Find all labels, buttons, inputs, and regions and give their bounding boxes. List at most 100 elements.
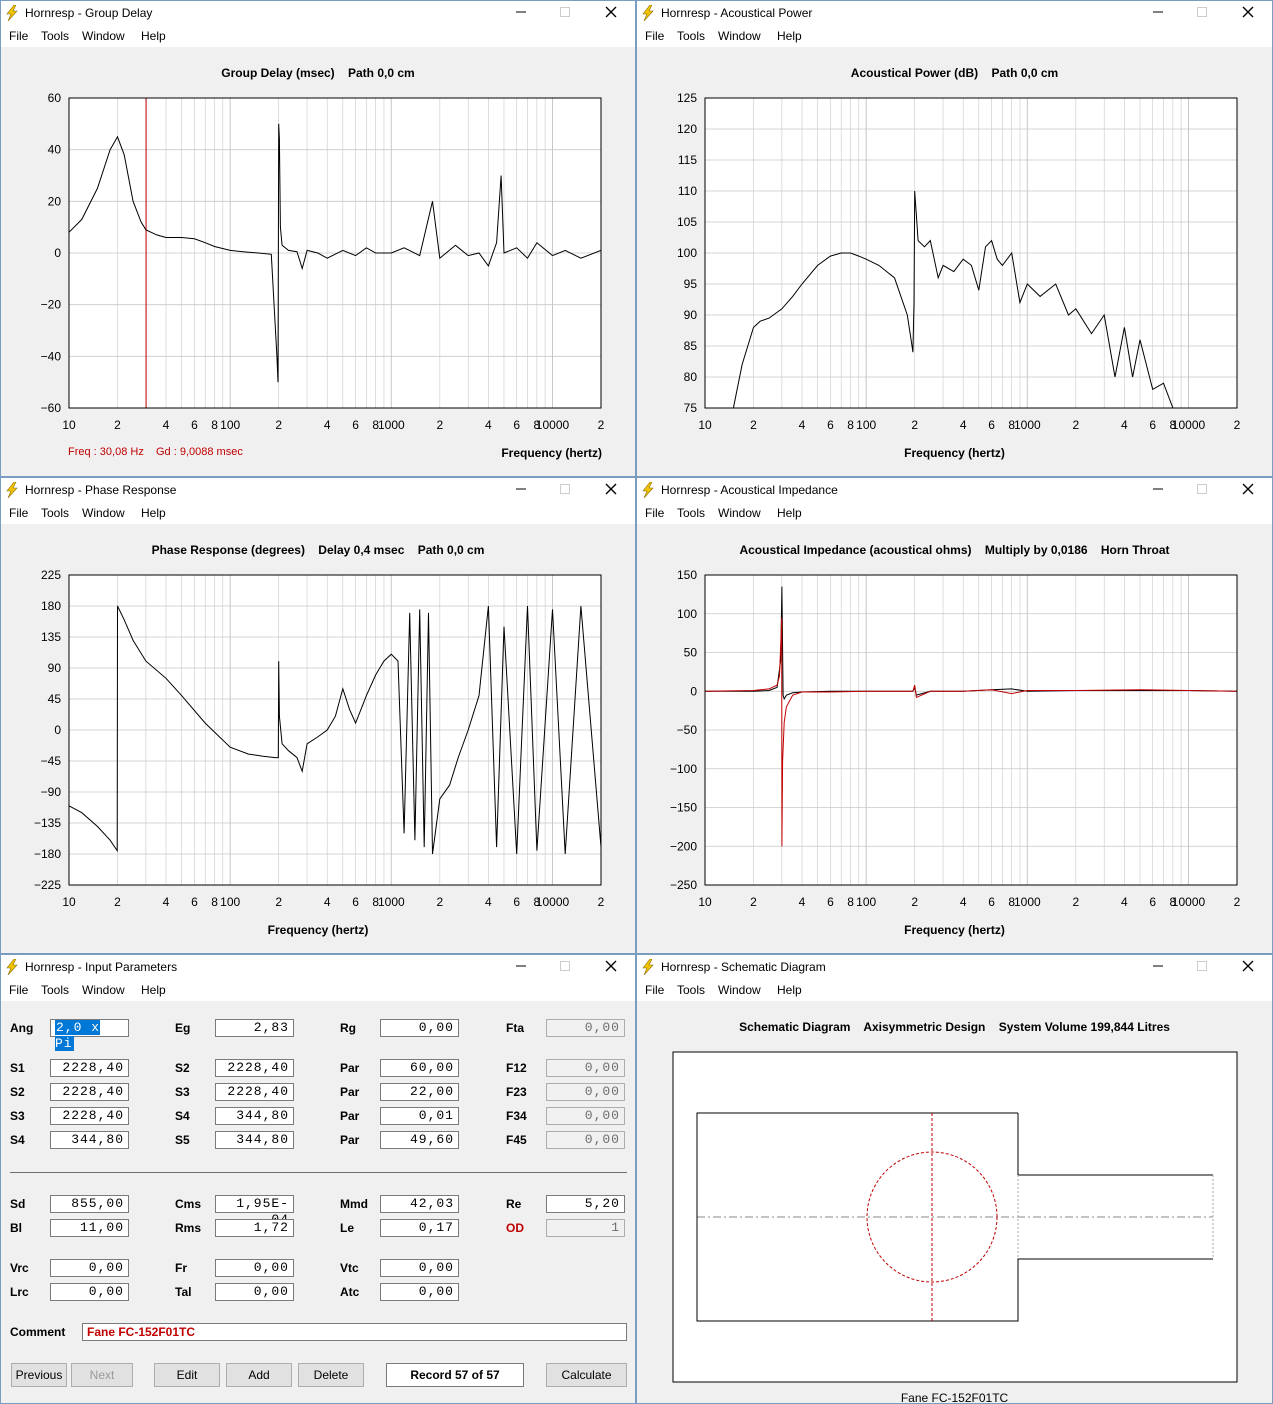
- menu-help[interactable]: Help: [141, 506, 166, 520]
- field-par-2[interactable]: 22,00: [380, 1083, 459, 1101]
- menu-help[interactable]: Help: [777, 29, 802, 43]
- minimize-icon[interactable]: [513, 481, 529, 497]
- menu-window[interactable]: Window: [82, 506, 125, 520]
- maximize-icon[interactable]: [557, 4, 573, 20]
- title-bar[interactable]: Hornresp - Phase Response: [1, 478, 635, 502]
- menu-help[interactable]: Help: [777, 506, 802, 520]
- menu-window[interactable]: Window: [718, 983, 761, 997]
- close-icon[interactable]: [1240, 481, 1256, 497]
- field-eg[interactable]: 2,83: [215, 1019, 294, 1037]
- comment-field[interactable]: Fane FC-152F01TC: [82, 1323, 627, 1341]
- label-bl: Bl: [10, 1221, 22, 1235]
- field-s2-seg2[interactable]: 2228,40: [50, 1083, 129, 1101]
- y-tick-label: 180: [41, 599, 61, 613]
- minimize-icon[interactable]: [513, 958, 529, 974]
- label-cms: Cms: [175, 1197, 202, 1211]
- menu-tools[interactable]: Tools: [41, 29, 70, 43]
- calculate-button[interactable]: Calculate: [546, 1363, 627, 1387]
- field-vrc[interactable]: 0,00: [50, 1259, 129, 1277]
- menu-tools[interactable]: Tools: [677, 29, 706, 43]
- maximize-icon[interactable]: [1194, 958, 1210, 974]
- y-tick-label: −180: [34, 847, 61, 861]
- maximize-icon[interactable]: [557, 481, 573, 497]
- minimize-icon[interactable]: [1150, 958, 1166, 974]
- field-sd[interactable]: 855,00: [50, 1195, 129, 1213]
- field-par-1[interactable]: 60,00: [380, 1059, 459, 1077]
- menu-file[interactable]: File: [9, 29, 29, 43]
- menu-window[interactable]: Window: [82, 983, 125, 997]
- menu-file[interactable]: File: [645, 29, 665, 43]
- field-vtc[interactable]: 0,00: [380, 1259, 459, 1277]
- delete-button[interactable]: Delete: [298, 1363, 364, 1387]
- x-tick-label: 2: [911, 418, 918, 432]
- field-rg[interactable]: 0,00: [380, 1019, 459, 1037]
- field-s3-seg3[interactable]: 2228,40: [50, 1107, 129, 1125]
- field-mmd[interactable]: 42,03: [380, 1195, 459, 1213]
- label-ang: Ang: [10, 1021, 34, 1035]
- field-par-3[interactable]: 0,01: [380, 1107, 459, 1125]
- title-bar[interactable]: Hornresp - Acoustical Power: [637, 1, 1272, 25]
- field-par-4[interactable]: 49,60: [380, 1131, 459, 1149]
- field-le[interactable]: 0,17: [380, 1219, 459, 1237]
- y-tick-label: 100: [677, 246, 697, 260]
- add-button[interactable]: Add: [226, 1363, 292, 1387]
- field-s4[interactable]: 344,80: [215, 1107, 294, 1125]
- field-s2[interactable]: 2228,40: [215, 1059, 294, 1077]
- next-button[interactable]: Next: [71, 1363, 133, 1387]
- menu-window[interactable]: Window: [718, 506, 761, 520]
- previous-button[interactable]: Previous: [11, 1363, 67, 1387]
- field-bl[interactable]: 11,00: [50, 1219, 129, 1237]
- menu-window[interactable]: Window: [718, 29, 761, 43]
- menu-help[interactable]: Help: [141, 29, 166, 43]
- maximize-icon[interactable]: [1194, 4, 1210, 20]
- x-tick-label: 2: [598, 895, 605, 909]
- field-cms[interactable]: 1,95E-04: [215, 1195, 294, 1227]
- title-bar[interactable]: Hornresp - Input Parameters: [1, 955, 635, 979]
- label-s3-seg3: S3: [10, 1109, 25, 1123]
- hornresp-lightning-icon: [642, 959, 654, 975]
- x-tick-label: 8: [211, 895, 218, 909]
- field-fr[interactable]: 0,00: [215, 1259, 294, 1277]
- x-tick-label: 6: [513, 895, 520, 909]
- title-bar[interactable]: Hornresp - Schematic Diagram: [637, 955, 1272, 979]
- menu-file[interactable]: File: [645, 506, 665, 520]
- title-bar[interactable]: Hornresp - Group Delay: [1, 1, 635, 25]
- field-re[interactable]: 5,20: [546, 1195, 625, 1213]
- field-tal[interactable]: 0,00: [215, 1283, 294, 1301]
- close-icon[interactable]: [603, 4, 619, 20]
- close-icon[interactable]: [1240, 958, 1256, 974]
- minimize-icon[interactable]: [513, 4, 529, 20]
- field-atc[interactable]: 0,00: [380, 1283, 459, 1301]
- maximize-icon[interactable]: [557, 958, 573, 974]
- field-s3[interactable]: 2228,40: [215, 1083, 294, 1101]
- field-lrc[interactable]: 0,00: [50, 1283, 129, 1301]
- title-bar[interactable]: Hornresp - Acoustical Impedance: [637, 478, 1272, 502]
- field-s1[interactable]: 2228,40: [50, 1059, 129, 1077]
- menu-file[interactable]: File: [645, 983, 665, 997]
- menu-help[interactable]: Help: [777, 983, 802, 997]
- edit-button[interactable]: Edit: [154, 1363, 220, 1387]
- menu-file[interactable]: File: [9, 506, 29, 520]
- close-icon[interactable]: [603, 481, 619, 497]
- close-icon[interactable]: [603, 958, 619, 974]
- menu-tools[interactable]: Tools: [41, 506, 70, 520]
- menu-file[interactable]: File: [9, 983, 29, 997]
- menu-help[interactable]: Help: [141, 983, 166, 997]
- close-icon[interactable]: [1240, 4, 1256, 20]
- menu-tools[interactable]: Tools: [677, 983, 706, 997]
- field-s4-seg4[interactable]: 344,80: [50, 1131, 129, 1149]
- field-rms[interactable]: 1,72: [215, 1219, 294, 1237]
- minimize-icon[interactable]: [1150, 481, 1166, 497]
- menu-tools[interactable]: Tools: [41, 983, 70, 997]
- minimize-icon[interactable]: [1150, 4, 1166, 20]
- field-s5[interactable]: 344,80: [215, 1131, 294, 1149]
- menu-window[interactable]: Window: [82, 29, 125, 43]
- maximize-icon[interactable]: [1194, 481, 1210, 497]
- x-tick-label: 8: [847, 895, 854, 909]
- field-ang[interactable]: 2,0 x Pi: [50, 1019, 129, 1051]
- menu-tools[interactable]: Tools: [677, 506, 706, 520]
